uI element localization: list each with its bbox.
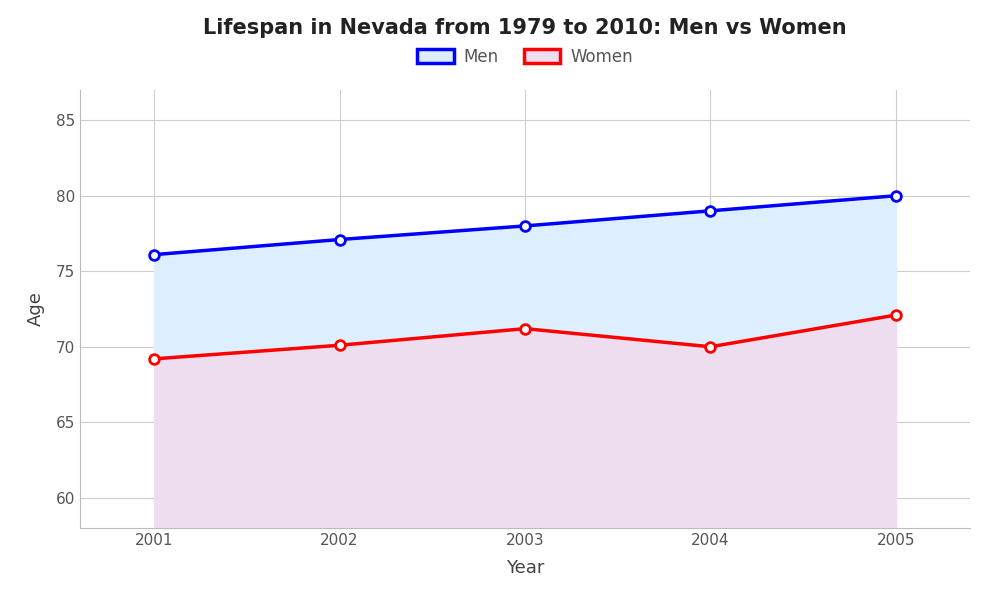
Title: Lifespan in Nevada from 1979 to 2010: Men vs Women: Lifespan in Nevada from 1979 to 2010: Me… (203, 19, 847, 38)
Y-axis label: Age: Age (27, 292, 45, 326)
X-axis label: Year: Year (506, 559, 544, 577)
Legend: Men, Women: Men, Women (410, 41, 640, 73)
